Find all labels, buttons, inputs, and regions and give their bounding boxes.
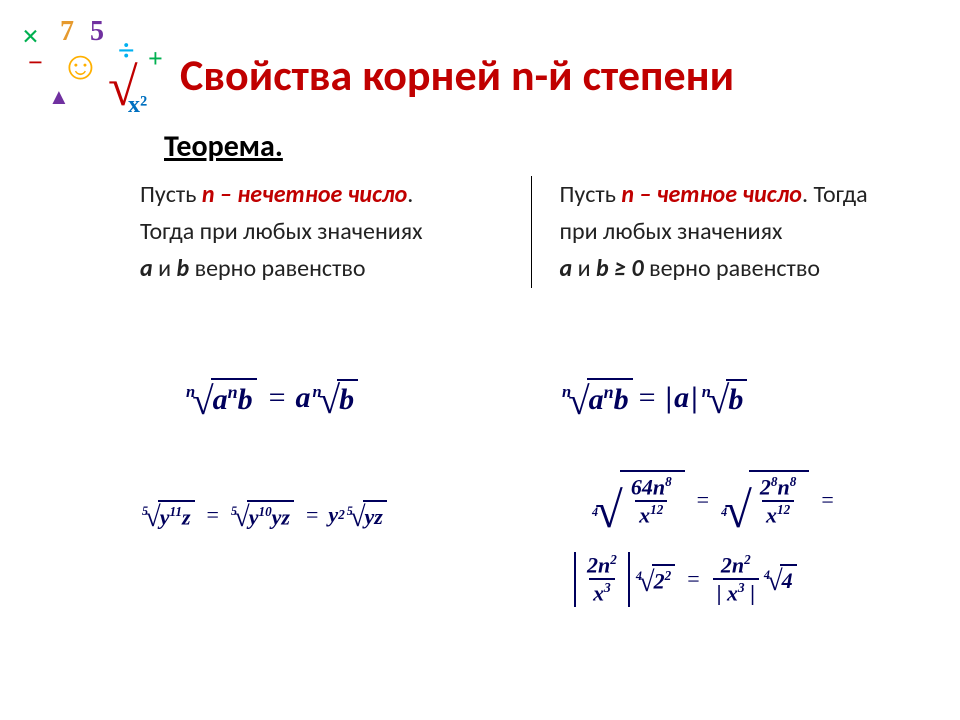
den: x (766, 503, 777, 528)
text: . (407, 180, 413, 209)
num: 2n (587, 552, 610, 577)
radical-lhs: n √ anb (562, 378, 633, 417)
exp: 8 (790, 474, 797, 489)
frac2: 28n8 x12 (756, 474, 800, 529)
var-b: b (177, 254, 190, 283)
var-a: a (589, 383, 604, 416)
exp: 2 (665, 568, 672, 583)
theorem-label: Теорема. (164, 128, 283, 165)
formula-odd: n √ anb = a n √ b (184, 378, 360, 417)
den: x (639, 503, 650, 528)
num: 2n (721, 552, 744, 577)
even-line1: Пусть n – четное число. Тогда (560, 176, 923, 213)
base: 2 (654, 568, 665, 593)
den: x (593, 581, 604, 606)
frac4: 2n2 | x3 | (713, 552, 759, 607)
odd-line1: Пусть n – нечетное число. (140, 176, 503, 213)
odd-line3: a и b верно равенство (140, 250, 503, 287)
exp: 3 (604, 580, 611, 595)
radical-rhs: n √ b (702, 379, 748, 417)
y: y (328, 502, 338, 528)
frac1: 64n8 x12 (627, 474, 676, 529)
page-title: Свойства корней n-й степени (180, 48, 734, 102)
root-index: n (313, 382, 322, 402)
even-n-column: Пусть n – четное число. Тогда при любых … (532, 176, 941, 288)
exp: 3 (738, 580, 745, 595)
text: и (153, 254, 177, 283)
example-even-line2: 2n2 x3 4 √ 22 = 2n2 | x3 | 4 √ 4 (570, 552, 799, 607)
text: Пусть (560, 180, 622, 209)
odd-line2: Тогда при любых значениях (140, 213, 503, 250)
rhs-a: a (296, 381, 311, 415)
even-line3: a и b ≥ 0 верно равенство (560, 250, 923, 287)
root-index: n (562, 382, 571, 402)
idx: 5 (142, 504, 148, 519)
var-a: a (213, 383, 228, 416)
root-index: n (186, 382, 195, 402)
rad4: 4 (780, 564, 797, 594)
var-b: b (614, 383, 629, 416)
frac3: 2n2 x3 (583, 552, 621, 607)
even-line2: при любых значениях (560, 213, 923, 250)
idx: 5 (347, 504, 353, 519)
y: y (160, 504, 170, 529)
text: . Тогда (802, 180, 868, 209)
radical-lhs: n √ anb (186, 378, 257, 417)
den: x (727, 581, 738, 606)
exp: 12 (650, 502, 663, 517)
exp: 2 (610, 552, 617, 567)
even-emphasis: n – четное число (621, 180, 802, 209)
theorem-columns: Пусть n – нечетное число. Тогда при любы… (140, 176, 940, 288)
radicand-b: b (337, 379, 358, 417)
idx: 5 (231, 504, 237, 519)
exp: 10 (258, 504, 271, 519)
text: Пусть (140, 180, 202, 209)
base: 2 (760, 474, 771, 499)
exp: 8 (771, 474, 778, 489)
rad-step2: 4 √ 28n8 x12 (721, 470, 809, 531)
var-a: a (560, 254, 573, 283)
exp-n: n (604, 382, 614, 402)
rad-step3: 5 √ yz (347, 500, 387, 530)
yz: yz (272, 504, 290, 529)
exp: 8 (665, 474, 672, 489)
rad-step3: 4 √ 22 (636, 564, 675, 594)
rad-step1: 5 √ y11z (142, 500, 195, 530)
rhs-abs-a: a (674, 381, 689, 415)
exp: 11 (170, 504, 182, 519)
text: верно равенство (644, 254, 820, 283)
odd-emphasis: n – нечетное число (202, 180, 407, 209)
num: 64n (631, 474, 665, 499)
math-kid-icon: 7 5 × ÷ − + √ x² ☺ ▲ (8, 12, 168, 122)
odd-n-column: Пусть n – нечетное число. Тогда при любы… (140, 176, 532, 288)
rad-step4: 4 √ 4 (764, 564, 797, 594)
rad-step2: 5 √ y10yz (231, 500, 294, 530)
idx: 4 (636, 569, 642, 584)
exp: 2 (744, 552, 751, 567)
exp-n: n (228, 382, 238, 402)
abs-frac: 2n2 x3 (570, 552, 634, 607)
idx: 4 (592, 505, 598, 520)
n: n (778, 474, 790, 499)
radicand-b: b (726, 379, 747, 417)
exp: 2 (338, 507, 345, 523)
text: верно равенство (189, 254, 365, 283)
example-odd: 5 √ y11z = 5 √ y10yz = y2 5 √ yz (140, 500, 389, 530)
yz: yz (363, 500, 387, 530)
var-b: b (238, 383, 253, 416)
idx: 4 (721, 505, 727, 520)
var-b-geq0: b ≥ 0 (596, 254, 644, 283)
z: z (182, 504, 191, 529)
radical-rhs: n √ b (313, 379, 359, 417)
formula-even: n √ anb = | a | n √ b (560, 378, 749, 417)
exp: 12 (777, 502, 790, 517)
var-a: a (140, 254, 153, 283)
idx: 4 (764, 568, 770, 583)
example-even-line1: 4 √ 64n8 x12 = 4 √ 28n8 x12 = (590, 470, 844, 531)
text: и (572, 254, 596, 283)
root-index: n (702, 382, 711, 402)
rad-step1: 4 √ 64n8 x12 (592, 470, 685, 531)
